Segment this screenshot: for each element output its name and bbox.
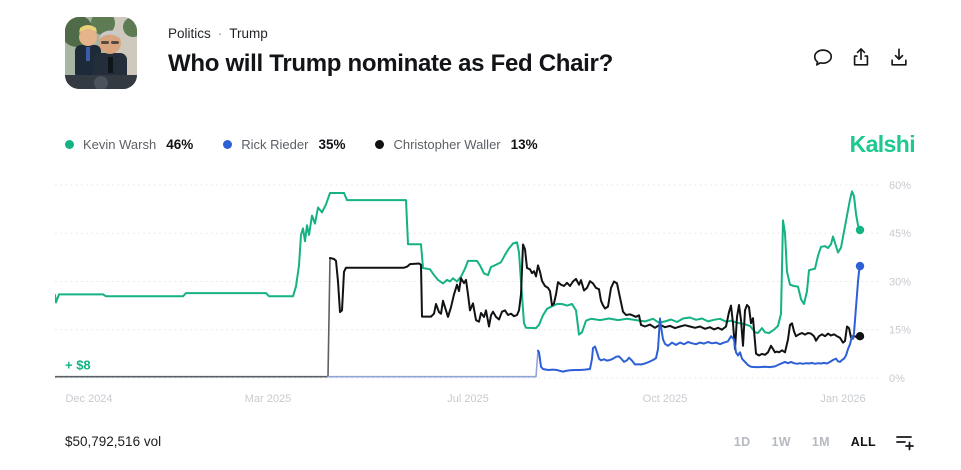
chart-svg[interactable]: 0% 15% 30% 45% 60% Dec 2024 Mar 2025 Jul 2025 Oc… [55,170,961,410]
legend-row: Kevin Warsh 46% Rick Rieder 35% Christop… [65,131,916,158]
download-icon [891,48,907,66]
breadcrumb-subcategory[interactable]: Trump [229,26,268,41]
share-button[interactable] [850,46,872,68]
legend-dot-2 [375,140,385,149]
volume-label: $50,792,516 vol [65,434,162,449]
svg-text:+ $8: + $8 [65,358,91,373]
price-chart: 0% 15% 30% 45% 60% Dec 2024 Mar 2025 Jul 2025 Oc… [55,170,961,410]
legend-name: Kevin Warsh [83,137,157,152]
breadcrumb: Politics · Trump [168,26,613,41]
breadcrumb-separator: · [217,26,223,41]
comment-icon [813,49,833,66]
legend-name: Christopher Waller [393,137,501,152]
range-1m-button[interactable]: 1M [809,433,833,451]
legend-dot-1 [223,140,233,149]
legend-item-kevin-warsh[interactable]: Kevin Warsh 46% [65,137,193,152]
download-button[interactable] [888,46,910,68]
add-comparison-icon [896,436,914,451]
legend-name: Rick Rieder [241,137,309,152]
svg-text:15%: 15% [889,325,911,337]
legend-value: 13% [510,137,538,152]
svg-text:0%: 0% [889,373,905,385]
svg-text:30%: 30% [889,277,911,289]
svg-text:Jul 2025: Jul 2025 [447,393,489,405]
market-thumbnail [65,17,137,89]
page-title: Who will Trump nominate as Fed Chair? [168,50,613,77]
thumbnail-photo-placeholder [65,17,137,89]
svg-text:45%: 45% [889,228,911,240]
range-1d-button[interactable]: 1D [731,433,754,451]
range-all-button[interactable]: ALL [848,433,879,451]
legend-item-rick-rieder[interactable]: Rick Rieder 35% [223,137,345,152]
chart-footer: $50,792,516 vol 1D 1W 1M ALL [65,431,915,452]
legend-value: 46% [166,137,194,152]
header-actions [812,46,910,68]
svg-text:Jan 2026: Jan 2026 [820,393,865,405]
svg-text:Dec 2024: Dec 2024 [65,393,112,405]
add-comparison-button[interactable] [894,431,915,452]
share-icon [853,48,869,66]
svg-text:Mar 2025: Mar 2025 [245,393,291,405]
chart-legend: Kevin Warsh 46% Rick Rieder 35% Christop… [65,137,538,152]
legend-dot-0 [65,140,74,149]
time-range-selector: 1D 1W 1M ALL [731,431,915,452]
comment-button[interactable] [812,46,834,68]
legend-item-christopher-waller[interactable]: Christopher Waller 13% [375,137,538,152]
legend-value: 35% [318,137,346,152]
svg-text:Oct 2025: Oct 2025 [643,393,688,405]
range-1w-button[interactable]: 1W [768,433,793,451]
breadcrumb-category[interactable]: Politics [168,26,211,41]
kalshi-logo[interactable]: Kalshi [849,131,916,157]
svg-text:60%: 60% [889,180,911,192]
